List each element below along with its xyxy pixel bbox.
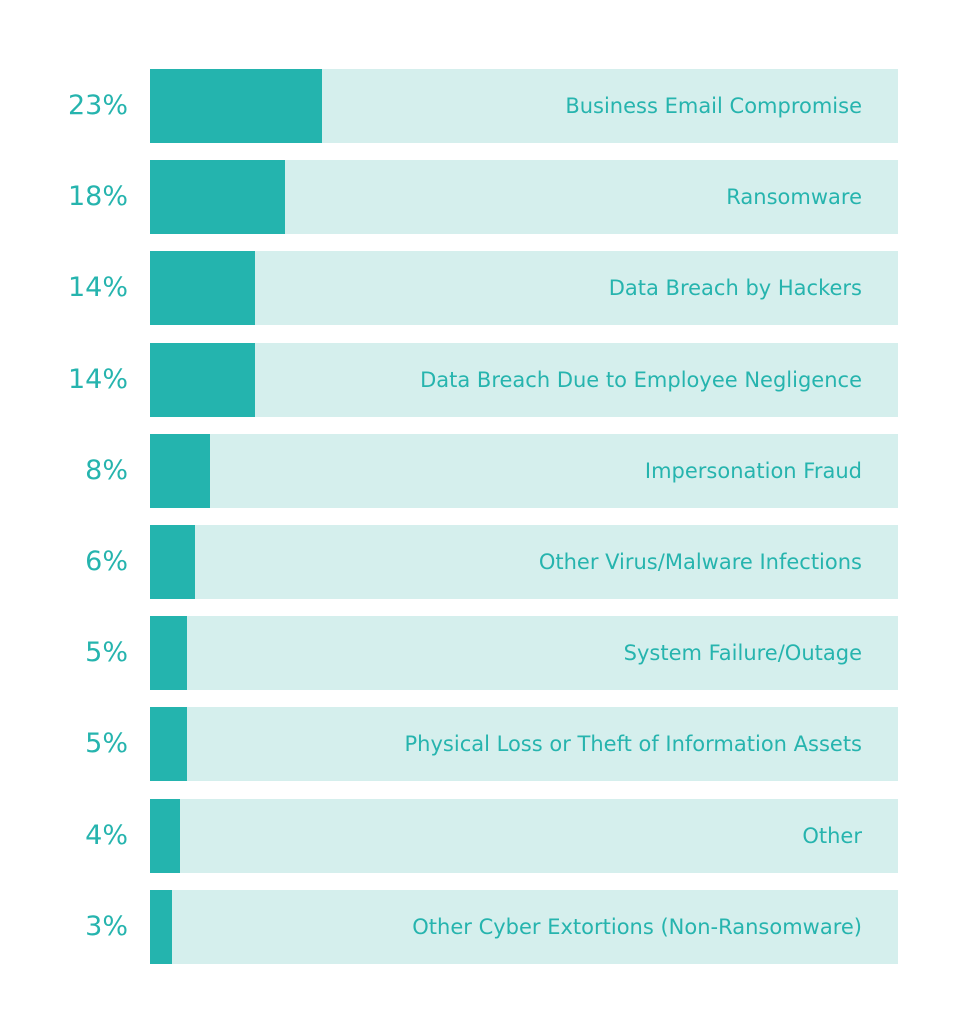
category-label: Ransomware — [726, 185, 862, 210]
bar-row: 8% Impersonation Fraud — [0, 433, 973, 508]
bar-row: 3% Other Cyber Extortions (Non-Ransomware… — [0, 889, 973, 964]
bar-track: Business Email Compromise — [150, 69, 898, 143]
value-label: 8% — [85, 454, 128, 486]
bar — [150, 889, 173, 964]
category-label: Other Cyber Extortions (Non-Ransomware) — [412, 914, 862, 939]
bar-row: 5% System Failure/Outage — [0, 616, 973, 691]
category-label: Other Virus/Malware Infections — [538, 550, 862, 574]
value-label: 18% — [67, 181, 128, 213]
value-label: 3% — [85, 910, 128, 942]
bar-row: 14% Data Breach Due to Employee Negligenc… — [0, 342, 973, 417]
bar-track: Impersonation Fraud — [150, 433, 898, 508]
value-label: 14% — [67, 272, 128, 304]
bar-track: Other — [150, 798, 898, 873]
bar — [150, 525, 195, 599]
bar — [150, 433, 210, 508]
bar-track: Data Breach by Hackers — [150, 251, 898, 326]
bar — [150, 707, 188, 782]
value-label: 23% — [67, 90, 128, 121]
category-label: Other — [802, 823, 862, 848]
value-label: 14% — [67, 363, 128, 395]
value-label: 5% — [85, 728, 128, 760]
bar — [150, 616, 188, 691]
value-label: 5% — [85, 637, 128, 669]
bar — [150, 160, 285, 235]
category-label: Impersonation Fraud — [644, 458, 862, 483]
category-label: Data Breach Due to Employee Negligence — [420, 367, 862, 392]
bar-track: Other Virus/Malware Infections — [150, 525, 898, 599]
bar — [150, 342, 255, 417]
value-label: 4% — [85, 819, 128, 851]
bar-row: 14% Data Breach by Hackers — [0, 251, 973, 326]
category-label: Business Email Compromise — [565, 94, 862, 118]
bar-row: 6% Other Virus/Malware Infections — [0, 525, 973, 599]
bar — [150, 251, 255, 326]
bar — [150, 798, 180, 873]
bar — [150, 69, 323, 143]
category-label: Data Breach by Hackers — [608, 276, 862, 301]
bar-row: 4% Other — [0, 798, 973, 873]
bar-track: Physical Loss or Theft of Information As… — [150, 707, 898, 782]
bar-row: 18% Ransomware — [0, 160, 973, 235]
bar-track: Ransomware — [150, 160, 898, 235]
value-label: 6% — [85, 546, 128, 577]
category-label: System Failure/Outage — [623, 641, 862, 666]
bar-track: System Failure/Outage — [150, 616, 898, 691]
bar-track: Data Breach Due to Employee Negligence — [150, 342, 898, 417]
bar-row: 23% Business Email Compromise — [0, 69, 973, 143]
category-label: Physical Loss or Theft of Information As… — [404, 732, 862, 757]
bar-track: Other Cyber Extortions (Non-Ransomware) — [150, 889, 898, 964]
bar-row: 5% Physical Loss or Theft of Information … — [0, 707, 973, 782]
